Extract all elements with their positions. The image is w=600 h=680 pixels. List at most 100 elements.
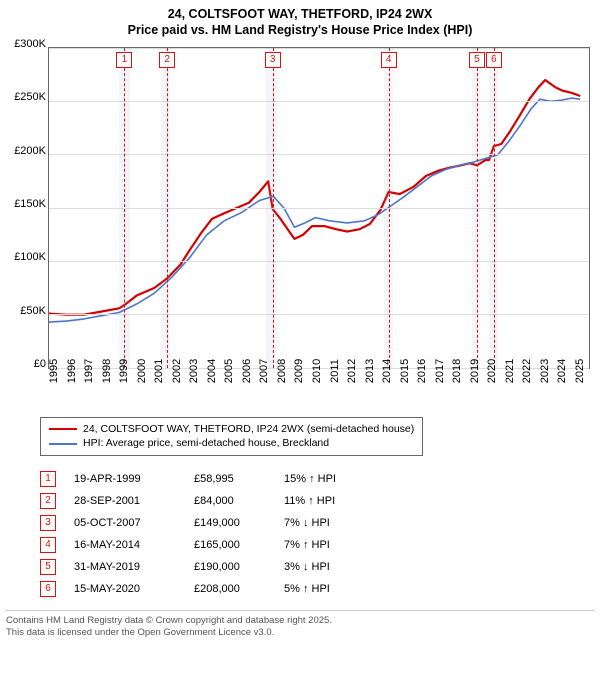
legend-row: 24, COLTSFOOT WAY, THETFORD, IP24 2WX (s… bbox=[49, 422, 414, 437]
event-row: 3 05-OCT-2007£149,0007% ↓ HPI bbox=[40, 512, 600, 534]
x-tick-label: 1999 bbox=[118, 358, 130, 382]
x-tick-label: 2011 bbox=[329, 359, 341, 383]
y-tick-label: £300K bbox=[14, 38, 46, 50]
x-tick-label: 2023 bbox=[539, 358, 551, 382]
x-tick-label: 2024 bbox=[556, 358, 568, 382]
series-hpi bbox=[49, 98, 580, 322]
event-row: 2 28-SEP-2001£84,00011% ↑ HPI bbox=[40, 490, 600, 512]
x-tick-label: 2005 bbox=[223, 358, 235, 382]
chart-title: 24, COLTSFOOT WAY, THETFORD, IP24 2WX Pr… bbox=[0, 0, 600, 39]
event-price: £208,000 bbox=[194, 583, 284, 595]
x-tick-label: 2007 bbox=[258, 358, 270, 382]
y-tick-label: £150K bbox=[14, 198, 46, 210]
x-tick-label: 2001 bbox=[153, 358, 165, 382]
events-table: 1 19-APR-1999£58,99515% ↑ HPI 2 28-SEP-2001… bbox=[40, 468, 600, 600]
y-tick-label: £100K bbox=[14, 251, 46, 263]
series-price_paid bbox=[49, 80, 580, 315]
legend-label: 24, COLTSFOOT WAY, THETFORD, IP24 2WX (s… bbox=[83, 422, 414, 437]
x-tick-label: 2010 bbox=[311, 358, 323, 382]
event-date: 19-APR-1999 bbox=[74, 473, 194, 485]
x-tick-label: 2000 bbox=[136, 358, 148, 382]
event-marker: 1 bbox=[116, 52, 132, 68]
page-root: 24, COLTSFOOT WAY, THETFORD, IP24 2WX Pr… bbox=[0, 0, 600, 640]
event-row: 1 19-APR-1999£58,99515% ↑ HPI bbox=[40, 468, 600, 490]
event-price: £149,000 bbox=[194, 517, 284, 529]
x-tick-label: 1997 bbox=[83, 358, 95, 382]
footer-line2: This data is licensed under the Open Gov… bbox=[6, 627, 594, 639]
event-index: 6 bbox=[40, 581, 56, 597]
title-line1: 24, COLTSFOOT WAY, THETFORD, IP24 2WX bbox=[0, 6, 600, 22]
legend: 24, COLTSFOOT WAY, THETFORD, IP24 2WX (s… bbox=[40, 417, 423, 456]
x-tick-label: 2003 bbox=[188, 358, 200, 382]
event-index: 4 bbox=[40, 537, 56, 553]
x-axis: 1995199619971998199920002001200220032004… bbox=[48, 369, 590, 411]
x-tick-label: 2014 bbox=[381, 358, 393, 382]
event-row: 5 31-MAY-2019£190,0003% ↓ HPI bbox=[40, 556, 600, 578]
x-tick-label: 1998 bbox=[101, 358, 113, 382]
x-tick-label: 2018 bbox=[451, 358, 463, 382]
x-tick-label: 2006 bbox=[241, 358, 253, 382]
x-tick-label: 1996 bbox=[66, 358, 78, 382]
x-tick-label: 2015 bbox=[399, 358, 411, 382]
event-pct: 5% ↑ HPI bbox=[284, 583, 374, 595]
grid-line bbox=[49, 154, 589, 155]
x-tick-label: 2002 bbox=[171, 358, 183, 382]
legend-row: HPI: Average price, semi-detached house,… bbox=[49, 436, 414, 451]
event-date: 16-MAY-2014 bbox=[74, 539, 194, 551]
y-tick-label: £250K bbox=[14, 91, 46, 103]
x-tick-label: 2022 bbox=[521, 358, 533, 382]
event-price: £58,995 bbox=[194, 473, 284, 485]
event-index: 1 bbox=[40, 471, 56, 487]
event-date: 28-SEP-2001 bbox=[74, 495, 194, 507]
x-tick-label: 2017 bbox=[434, 358, 446, 382]
event-marker: 4 bbox=[381, 52, 397, 68]
legend-swatch bbox=[49, 443, 77, 445]
y-axis: £0£50K£100K£150K£200K£250K£300K bbox=[4, 44, 46, 366]
grid-line bbox=[49, 314, 589, 315]
x-tick-label: 2004 bbox=[206, 358, 218, 382]
x-tick-label: 2012 bbox=[346, 358, 358, 382]
event-index: 3 bbox=[40, 515, 56, 531]
event-price: £190,000 bbox=[194, 561, 284, 573]
legend-label: HPI: Average price, semi-detached house,… bbox=[83, 436, 329, 451]
legend-swatch bbox=[49, 428, 77, 430]
grid-line bbox=[49, 48, 589, 49]
x-tick-label: 2019 bbox=[469, 358, 481, 382]
event-row: 4 16-MAY-2014£165,0007% ↑ HPI bbox=[40, 534, 600, 556]
plot-area: 1 2 3 4 56 bbox=[48, 47, 590, 369]
grid-line bbox=[49, 208, 589, 209]
event-pct: 15% ↑ HPI bbox=[284, 473, 374, 485]
event-pct: 3% ↓ HPI bbox=[284, 561, 374, 573]
event-marker: 2 bbox=[159, 52, 175, 68]
event-index: 2 bbox=[40, 493, 56, 509]
footer-attribution: Contains HM Land Registry data © Crown c… bbox=[6, 610, 594, 640]
event-index: 5 bbox=[40, 559, 56, 575]
title-line2: Price paid vs. HM Land Registry's House … bbox=[0, 22, 600, 38]
event-pct: 7% ↑ HPI bbox=[284, 539, 374, 551]
y-tick-label: £0 bbox=[34, 358, 46, 370]
event-marker: 3 bbox=[265, 52, 281, 68]
event-date: 05-OCT-2007 bbox=[74, 517, 194, 529]
event-marker: 5 bbox=[469, 52, 485, 68]
event-date: 31-MAY-2019 bbox=[74, 561, 194, 573]
event-pct: 11% ↑ HPI bbox=[284, 495, 374, 507]
event-marker: 6 bbox=[486, 52, 502, 68]
x-tick-label: 2025 bbox=[574, 358, 586, 382]
grid-line bbox=[49, 261, 589, 262]
footer-line1: Contains HM Land Registry data © Crown c… bbox=[6, 615, 594, 627]
event-row: 6 15-MAY-2020£208,0005% ↑ HPI bbox=[40, 578, 600, 600]
y-tick-label: £200K bbox=[14, 145, 46, 157]
event-pct: 7% ↓ HPI bbox=[284, 517, 374, 529]
y-tick-label: £50K bbox=[20, 305, 46, 317]
event-price: £84,000 bbox=[194, 495, 284, 507]
x-tick-label: 2021 bbox=[504, 358, 516, 382]
event-date: 15-MAY-2020 bbox=[74, 583, 194, 595]
grid-line bbox=[49, 101, 589, 102]
x-tick-label: 2020 bbox=[486, 358, 498, 382]
x-tick-label: 2008 bbox=[276, 358, 288, 382]
x-tick-label: 1995 bbox=[48, 358, 60, 382]
x-tick-label: 2016 bbox=[416, 358, 428, 382]
event-price: £165,000 bbox=[194, 539, 284, 551]
x-tick-label: 2013 bbox=[364, 358, 376, 382]
x-tick-label: 2009 bbox=[293, 358, 305, 382]
